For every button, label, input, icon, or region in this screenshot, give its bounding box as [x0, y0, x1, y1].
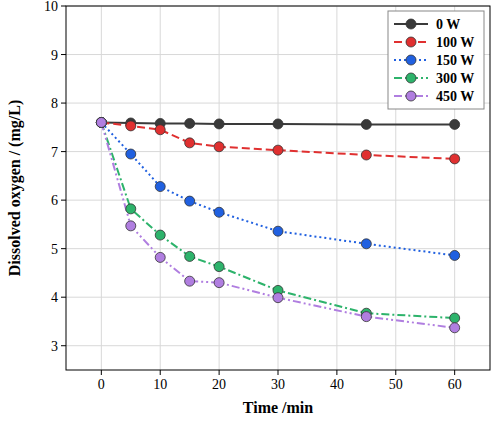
series-marker [273, 226, 283, 236]
series-line [101, 122, 454, 318]
series-marker [96, 117, 106, 127]
series-marker [450, 313, 460, 323]
series-marker [155, 252, 165, 262]
series-marker [361, 150, 371, 160]
y-tick [61, 151, 66, 152]
series-marker [126, 149, 136, 159]
y-axis-label: Dissolved oxygen / (mg/L) [6, 100, 24, 276]
series-marker [361, 312, 371, 322]
series-marker [214, 207, 224, 217]
series-marker [96, 117, 106, 127]
grid-line-y [66, 345, 490, 346]
legend: 0 W 100 W 150 W 300 W 450 W [388, 11, 484, 109]
x-tick [278, 370, 279, 375]
series-marker [214, 142, 224, 152]
series-marker [273, 119, 283, 129]
x-tick-label: 60 [448, 377, 462, 392]
series-marker [96, 117, 106, 127]
x-tick [454, 370, 455, 375]
x-tick-label: 50 [389, 377, 403, 392]
series-marker [450, 119, 460, 129]
series-marker [185, 138, 195, 148]
series-marker [155, 182, 165, 192]
series-line [101, 122, 454, 255]
x-tick-label: 0 [98, 377, 105, 392]
y-tick-label: 3 [51, 339, 58, 354]
y-tick-label: 5 [51, 242, 58, 257]
y-tick-label: 7 [51, 145, 58, 160]
chart: 0 10 20 30 40 50 60 3 4 5 6 7 8 9 10 Time /min Dissolved… [0, 0, 497, 421]
series-marker [273, 293, 283, 303]
x-tick [160, 370, 161, 375]
grid-line-y [66, 248, 490, 249]
series-marker [185, 118, 195, 128]
y-tick [61, 103, 66, 104]
y-tick [61, 248, 66, 249]
plot-frame [66, 6, 490, 370]
legend-label: 0 W [436, 17, 460, 32]
y-tick [61, 297, 66, 298]
legend-label: 300 W [436, 71, 474, 86]
series-marker [361, 239, 371, 249]
series-marker [126, 121, 136, 131]
series-marker [450, 250, 460, 260]
series-marker [96, 117, 106, 127]
series-marker [214, 262, 224, 272]
x-tick-label: 10 [153, 377, 167, 392]
x-tick-label: 30 [271, 377, 285, 392]
series-marker [185, 196, 195, 206]
y-tick-label: 8 [51, 96, 58, 111]
series-marker [155, 125, 165, 135]
legend-marker [406, 91, 416, 101]
series-marker [450, 323, 460, 333]
legend-label: 150 W [436, 53, 474, 68]
legend-marker [406, 73, 416, 83]
y-tick-label: 6 [51, 193, 58, 208]
legend-box [388, 11, 484, 109]
y-tick [61, 54, 66, 55]
x-tick [101, 370, 102, 375]
series-marker [96, 117, 106, 127]
legend-label: 100 W [436, 35, 474, 50]
x-axis-label: Time /min [243, 399, 313, 416]
x-tick [336, 370, 337, 375]
series-marker [450, 154, 460, 164]
legend-marker [406, 19, 416, 29]
y-tick [61, 6, 66, 7]
series-marker [273, 145, 283, 155]
grid [66, 6, 490, 370]
series-marker [126, 204, 136, 214]
series-line [101, 122, 454, 327]
series-marker [214, 119, 224, 129]
y-tick-label: 10 [44, 0, 58, 14]
y-tick [61, 200, 66, 201]
y-tick-label: 9 [51, 48, 58, 63]
grid-line-x [101, 6, 102, 370]
legend-marker [406, 55, 416, 65]
legend-label: 450 W [436, 89, 474, 104]
grid-line-y [66, 200, 490, 201]
plot-area [96, 117, 459, 332]
y-tick-label: 4 [51, 290, 58, 305]
y-tick [61, 345, 66, 346]
series-marker [155, 230, 165, 240]
legend-marker [406, 37, 416, 47]
grid-line-x [278, 6, 279, 370]
series-marker [361, 119, 371, 129]
x-tick-label: 20 [212, 377, 226, 392]
series-marker [214, 278, 224, 288]
series-marker [185, 276, 195, 286]
x-tick-label: 40 [330, 377, 344, 392]
grid-line-x [336, 6, 337, 370]
series-marker [185, 251, 195, 261]
x-tick [219, 370, 220, 375]
series-marker [126, 221, 136, 231]
x-tick [395, 370, 396, 375]
grid-line-x [219, 6, 220, 370]
